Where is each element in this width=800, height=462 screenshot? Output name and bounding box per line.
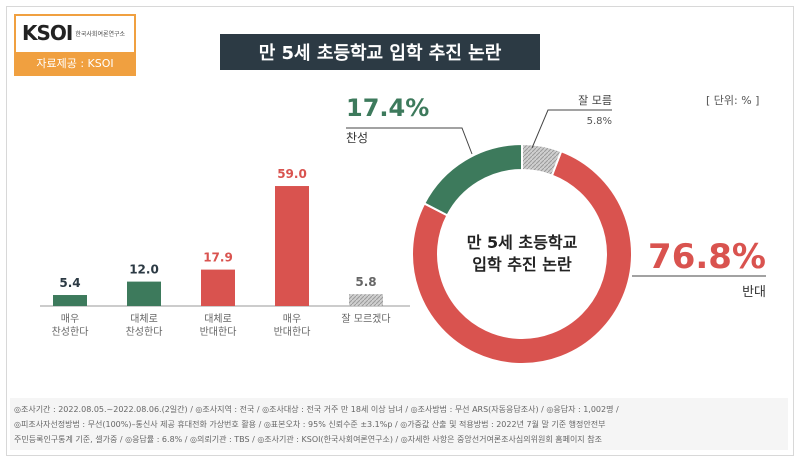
ksoi-logo: KSOI 한국사회여론연구소 자료제공 : KSOI	[14, 14, 136, 76]
bar-category-label: 반대한다	[274, 326, 311, 338]
bar-category-label: 대체로	[130, 313, 158, 325]
donut-value-label: 76.8%	[648, 237, 766, 277]
bar-value-label: 17.9	[203, 251, 233, 265]
bar	[349, 294, 383, 306]
bar-category-label: 대체로	[204, 313, 232, 325]
donut-slice-label: 잘 모름	[578, 94, 612, 107]
bar-category-label: 찬성한다	[126, 326, 163, 338]
donut-value-label: 5.8%	[587, 116, 612, 127]
logo-mark: KSOI	[22, 21, 73, 45]
bar-category-label: 반대한다	[200, 326, 237, 338]
donut-slice	[411, 149, 633, 365]
survey-note-line: ◎조사기간 : 2022.08.05.~2022.08.06.(2일간) / ◎…	[14, 405, 619, 414]
donut-center-label: 만 5세 초등학교	[467, 233, 578, 252]
leader-line	[531, 109, 612, 149]
infographic-frame	[6, 6, 794, 456]
survey-notes	[10, 398, 788, 450]
unit-label: [ 단위: % ]	[706, 94, 760, 107]
donut-slice	[521, 142, 563, 177]
bar-value-label: 5.8	[355, 275, 376, 289]
source-label: 자료제공 : KSOI	[16, 52, 134, 74]
donut-slice-label: 반대	[742, 285, 766, 300]
bar	[53, 295, 87, 306]
survey-note-line: 주민등록인구통계 기준, 셀가중 / ◎응답률 : 6.8% / ◎의뢰기관 :…	[14, 435, 602, 444]
bar-category-label: 잘 모르겠다	[341, 313, 390, 325]
bar-category-label: 찬성한다	[52, 326, 89, 338]
bar-value-label: 12.0	[129, 263, 159, 277]
donut-value-label: 17.4%	[346, 94, 429, 122]
leader-line	[346, 127, 473, 155]
bar-category-label: 매우	[283, 313, 301, 325]
bar	[201, 269, 235, 306]
bar-value-label: 5.4	[59, 276, 80, 290]
survey-note-line: ◎피조사자선정방법 : 무선(100%)–통신사 제공 휴대전화 가상번호 활용…	[14, 420, 606, 429]
bar-value-label: 59.0	[277, 167, 307, 181]
bar	[275, 186, 309, 306]
bar	[127, 281, 161, 306]
donut-slice-label: 찬성	[346, 130, 368, 145]
chart-title: 만 5세 초등학교 입학 추진 논란	[220, 34, 540, 70]
donut-slice	[422, 142, 523, 217]
logo-subtitle: 한국사회여론연구소	[75, 30, 126, 38]
donut-center-label: 입학 추진 논란	[472, 255, 572, 274]
bar-category-label: 매우	[61, 313, 79, 325]
